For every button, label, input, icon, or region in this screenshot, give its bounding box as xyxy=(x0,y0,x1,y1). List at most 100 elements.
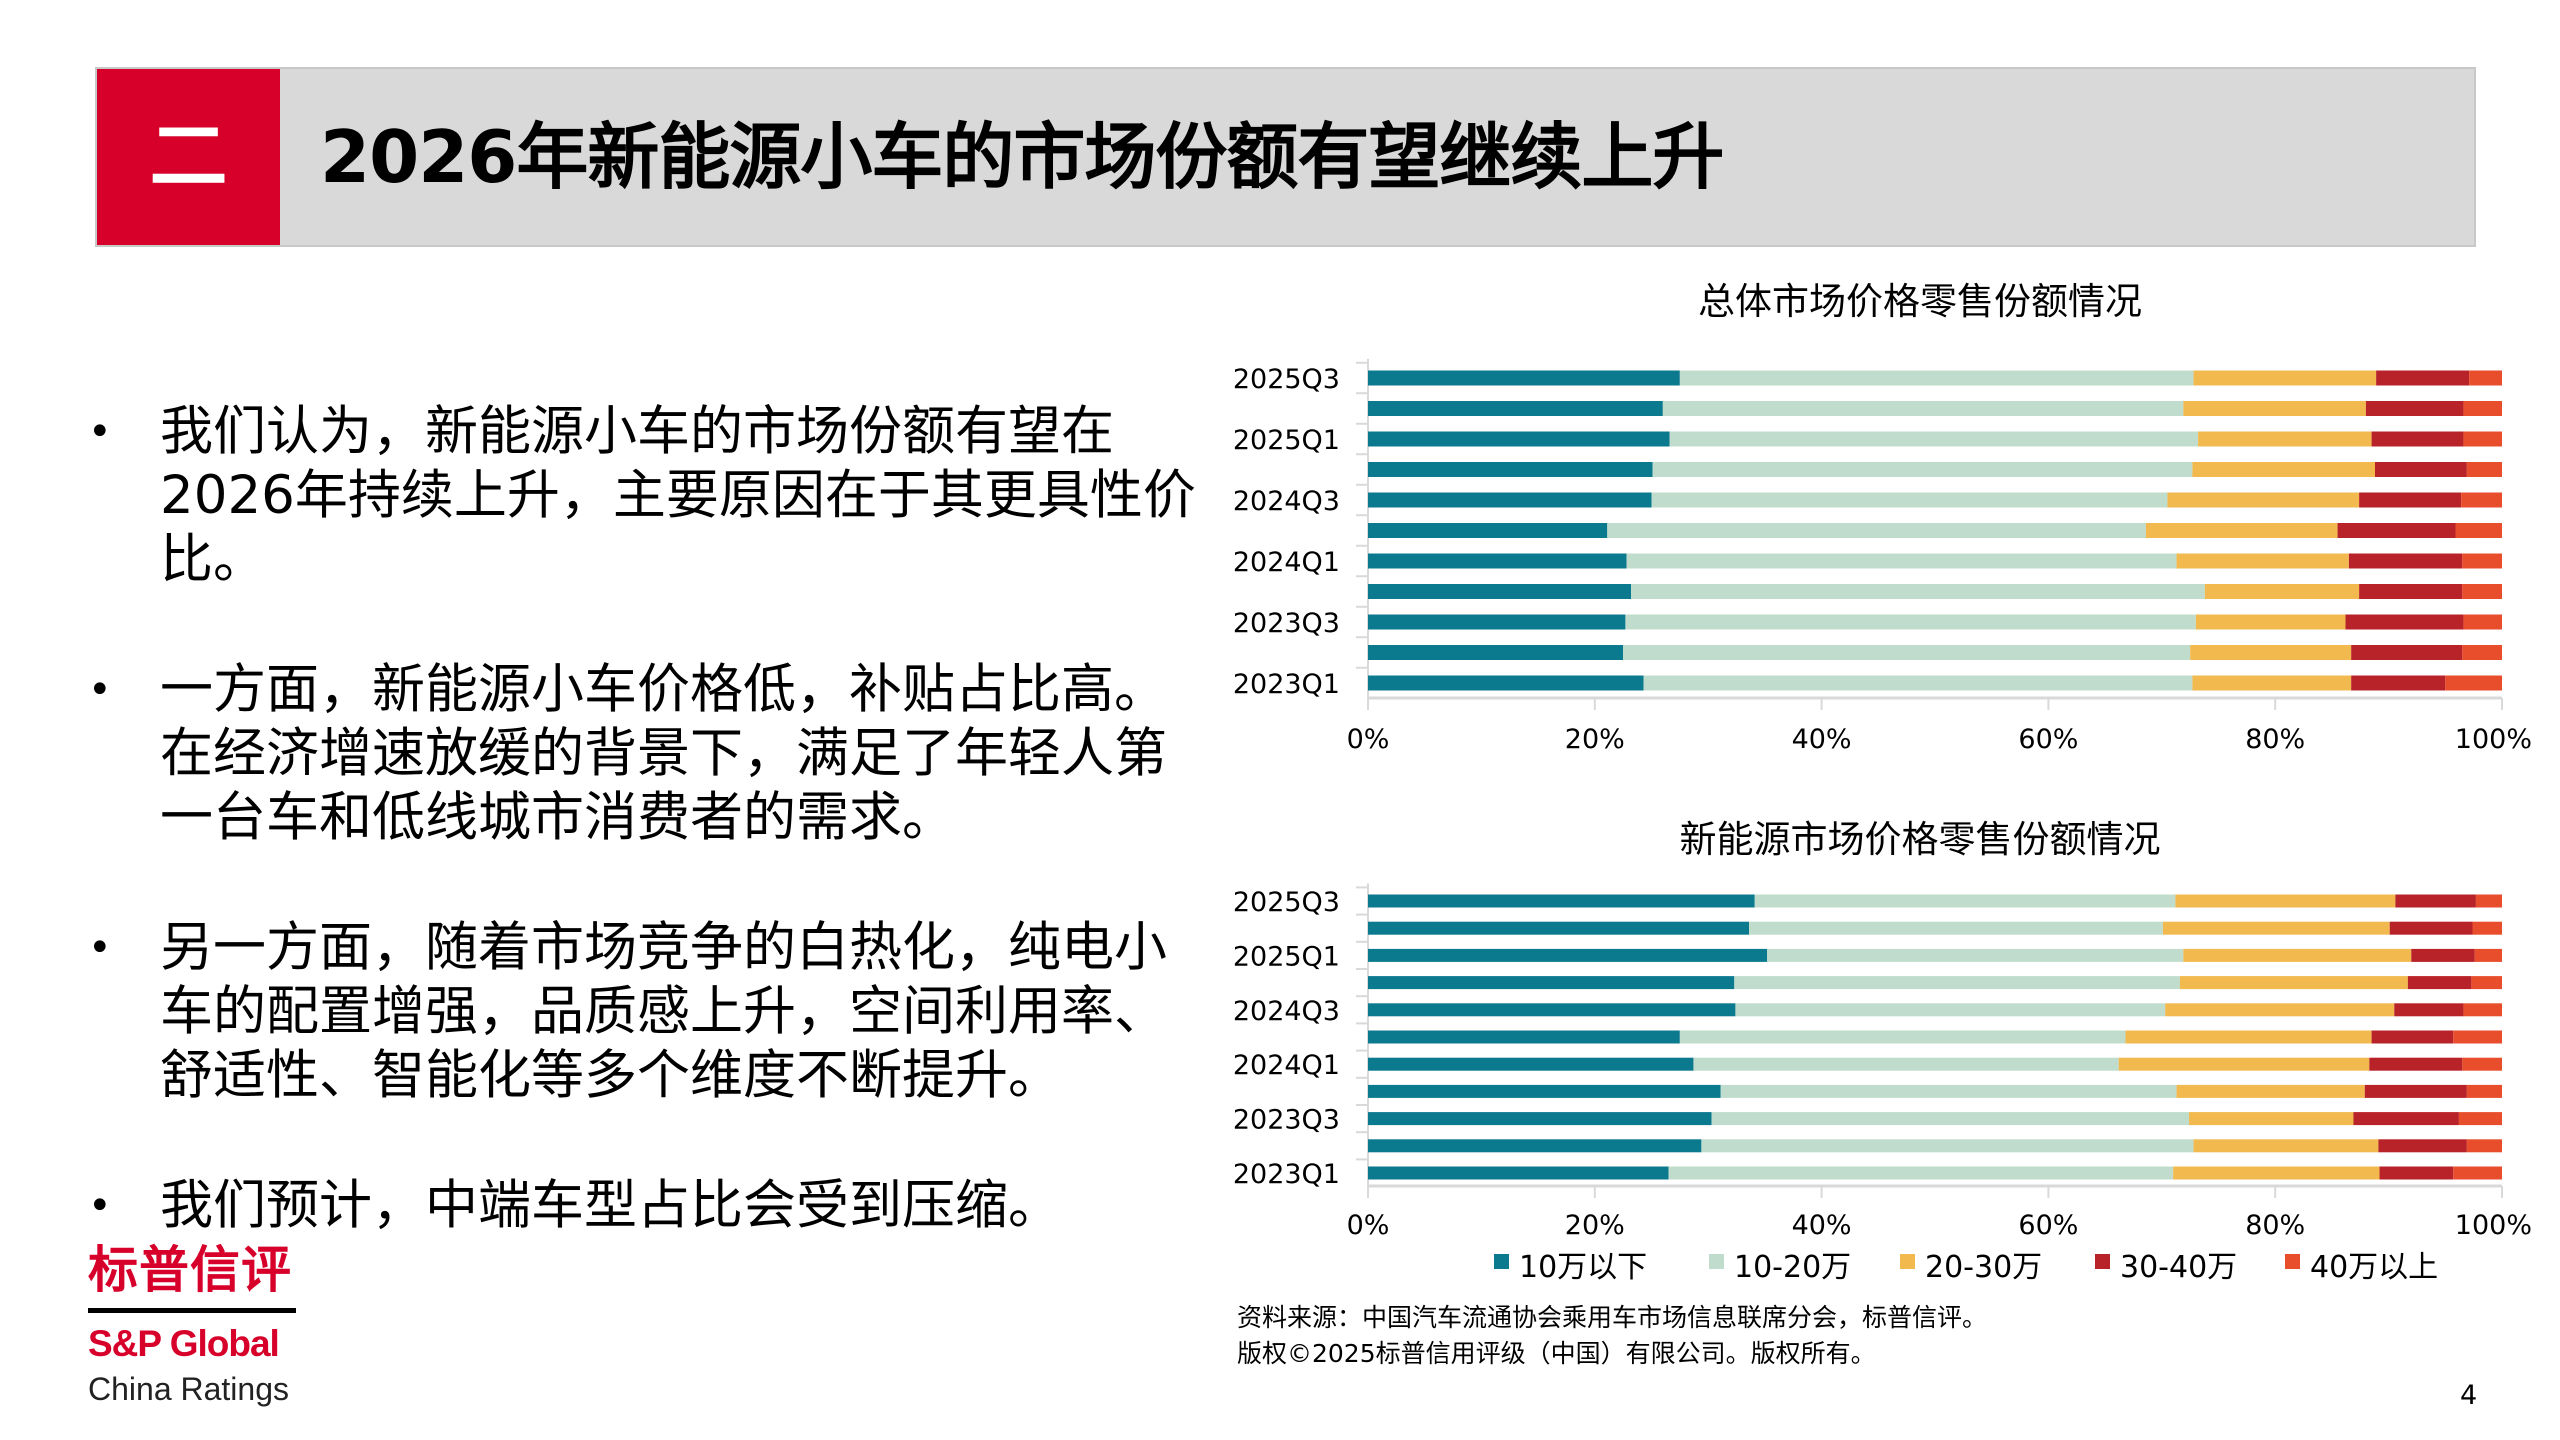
bar-segment-10-20万 xyxy=(1693,1057,2119,1071)
bar-segment-40万以上 xyxy=(2462,1057,2502,1071)
legend-label: 10-20万 xyxy=(1734,1250,1852,1285)
bar-segment-20-30万 xyxy=(2183,401,2366,416)
bullet-item: • 一方面，新能源小车价格低，补贴占比高。在经济增速放缓的背景下，满足了年轻人第一… xyxy=(88,658,1218,850)
x-tick-label: 80% xyxy=(2245,1210,2305,1241)
bar-segment-30-40万 xyxy=(2394,1003,2464,1017)
bar-segment-10-20万 xyxy=(1701,1139,2194,1153)
x-tick-label: 20% xyxy=(1565,1210,1625,1241)
source-line: 资料来源：中国汽车流通协会乘用车市场信息联席分会，标普信评。 xyxy=(1237,1303,1988,1332)
bullet-dot-icon: • xyxy=(88,409,112,455)
x-tick-label: 20% xyxy=(1565,724,1625,755)
legend-item: 10-20万 xyxy=(1709,1246,1851,1290)
bar-segment-20-30万 xyxy=(2162,921,2390,935)
bar-segment-30-40万 xyxy=(2348,553,2463,569)
logo-sub-text: China Ratings xyxy=(88,1371,289,1407)
bar-segment-40万以上 xyxy=(2466,1084,2502,1098)
legend-item: 30-40万 xyxy=(2095,1246,2237,1290)
x-tick-label: 100% xyxy=(2455,1210,2532,1241)
bar-segment-40万以上 xyxy=(2458,1112,2502,1126)
bar-segment-10万以下 xyxy=(1368,645,1624,660)
legend-item: 20-30万 xyxy=(1900,1246,2042,1290)
bar-segment-10万以下 xyxy=(1368,462,1653,477)
bar-segment-40万以上 xyxy=(2463,1003,2502,1017)
bullet-dot-icon: • xyxy=(88,925,112,971)
bar-segment-20-30万 xyxy=(2167,492,2360,508)
slide-header: 二 2026年新能源小车的市场份额有望继续上升 xyxy=(95,67,2476,247)
bar-segment-10-20万 xyxy=(1754,894,2176,908)
bar-segment-10-20万 xyxy=(1735,1003,2166,1017)
bar-segment-10-20万 xyxy=(1711,1112,2190,1126)
bar-segment-20-30万 xyxy=(2183,948,2412,962)
bar-segment-10-20万 xyxy=(1631,584,2205,599)
x-tick-label: 0% xyxy=(1347,724,1390,755)
bar-segment-40万以上 xyxy=(2475,894,2502,908)
bar-segment-20-30万 xyxy=(2118,1057,2370,1071)
bar-segment-40万以上 xyxy=(2463,431,2502,447)
bar-segment-10-20万 xyxy=(1626,553,2177,569)
bar-segment-20-30万 xyxy=(2204,584,2360,599)
bar-segment-10万以下 xyxy=(1368,1030,1680,1044)
bullet-item: • 我们认为，新能源小车的市场份额有望在2026年持续上升，主要原因在于其更具性价… xyxy=(88,400,1218,592)
bar-segment-10万以下 xyxy=(1368,401,1663,416)
bar-segment-40万以上 xyxy=(2455,523,2502,538)
bar-segment-20-30万 xyxy=(2193,1139,2379,1153)
bar-segment-10-20万 xyxy=(1662,401,2184,416)
bar-segment-10万以下 xyxy=(1368,614,1626,630)
bar-segment-10-20万 xyxy=(1625,614,2196,630)
bar-segment-30-40万 xyxy=(2379,1166,2454,1180)
bar-segment-10-20万 xyxy=(1749,921,2163,935)
slide-title: 2026年新能源小车的市场份额有望继续上升 xyxy=(320,115,1724,199)
bar-segment-10-20万 xyxy=(1668,1166,2174,1180)
x-tick-label: 60% xyxy=(2018,1210,2078,1241)
bullet-text: 另一方面，随着市场竞争的白热化，纯电小车的配置增强，品质感上升，空间利用率、舒适… xyxy=(160,917,1167,1106)
bar-segment-20-30万 xyxy=(2173,1166,2380,1180)
bar-segment-10万以下 xyxy=(1368,675,1644,691)
bullet-text: 我们认为，新能源小车的市场份额有望在2026年持续上升，主要原因在于其更具性价比… xyxy=(160,401,1196,590)
legend-label: 10万以下 xyxy=(1519,1250,1648,1285)
bar-segment-30-40万 xyxy=(2337,523,2456,538)
bar-segment-40万以上 xyxy=(2466,462,2502,477)
y-tick-label: 2025Q1 xyxy=(1233,941,1340,972)
bullet-text: 一方面，新能源小车价格低，补贴占比高。在经济增速放缓的背景下，满足了年轻人第一台… xyxy=(160,659,1167,848)
y-tick-label: 2023Q3 xyxy=(1233,608,1340,639)
bar-segment-10-20万 xyxy=(1651,492,2168,508)
y-tick-label: 2023Q1 xyxy=(1233,1159,1340,1190)
bar-segment-30-40万 xyxy=(2407,976,2472,990)
bar-segment-40万以上 xyxy=(2474,948,2502,962)
bar-segment-40万以上 xyxy=(2463,401,2502,416)
bar-segment-20-30万 xyxy=(2193,370,2377,386)
bar-segment-10-20万 xyxy=(1643,675,2193,691)
section-number: 二 xyxy=(97,69,280,245)
bar-segment-10万以下 xyxy=(1368,1139,1702,1153)
y-tick-label: 2025Q3 xyxy=(1233,887,1340,918)
bar-segment-30-40万 xyxy=(2364,1084,2467,1098)
bar-segment-40万以上 xyxy=(2462,645,2502,660)
bar-segment-10万以下 xyxy=(1368,1166,1669,1180)
y-tick-label: 2025Q3 xyxy=(1233,364,1340,395)
bar-segment-10万以下 xyxy=(1368,948,1768,962)
bar-segment-40万以上 xyxy=(2472,921,2502,935)
x-tick-label: 40% xyxy=(1792,724,1852,755)
bar-segment-10万以下 xyxy=(1368,921,1750,935)
bar-segment-20-30万 xyxy=(2176,553,2349,569)
legend-label: 20-30万 xyxy=(1925,1250,2043,1285)
bullet-text: 我们预计，中端车型占比会受到压缩。 xyxy=(160,1175,1061,1236)
y-tick-label: 2025Q1 xyxy=(1233,425,1340,456)
bar-segment-20-30万 xyxy=(2192,675,2352,691)
bar-segment-40万以上 xyxy=(2466,1139,2502,1153)
bar-segment-10-20万 xyxy=(1607,523,2146,538)
bar-segment-30-40万 xyxy=(2359,584,2463,599)
logo-en-text: S&P Global xyxy=(88,1323,280,1364)
copyright-line: 版权©2025标普信用评级（中国）有限公司。版权所有。 xyxy=(1237,1339,1876,1368)
y-tick-label: 2024Q3 xyxy=(1233,996,1340,1027)
bar-segment-40万以上 xyxy=(2471,976,2502,990)
bar-segment-20-30万 xyxy=(2176,1084,2365,1098)
bullet-item: • 另一方面，随着市场竞争的白热化，纯电小车的配置增强，品质感上升，空间利用率、舒… xyxy=(88,916,1218,1108)
bar-segment-30-40万 xyxy=(2351,645,2463,660)
legend-item: 10万以下 xyxy=(1494,1246,1647,1290)
bar-segment-10万以下 xyxy=(1368,553,1627,569)
bar-segment-40万以上 xyxy=(2453,1166,2502,1180)
y-tick-label: 2023Q1 xyxy=(1233,669,1340,700)
bar-segment-20-30万 xyxy=(2179,976,2408,990)
bar-segment-20-30万 xyxy=(2125,1030,2372,1044)
